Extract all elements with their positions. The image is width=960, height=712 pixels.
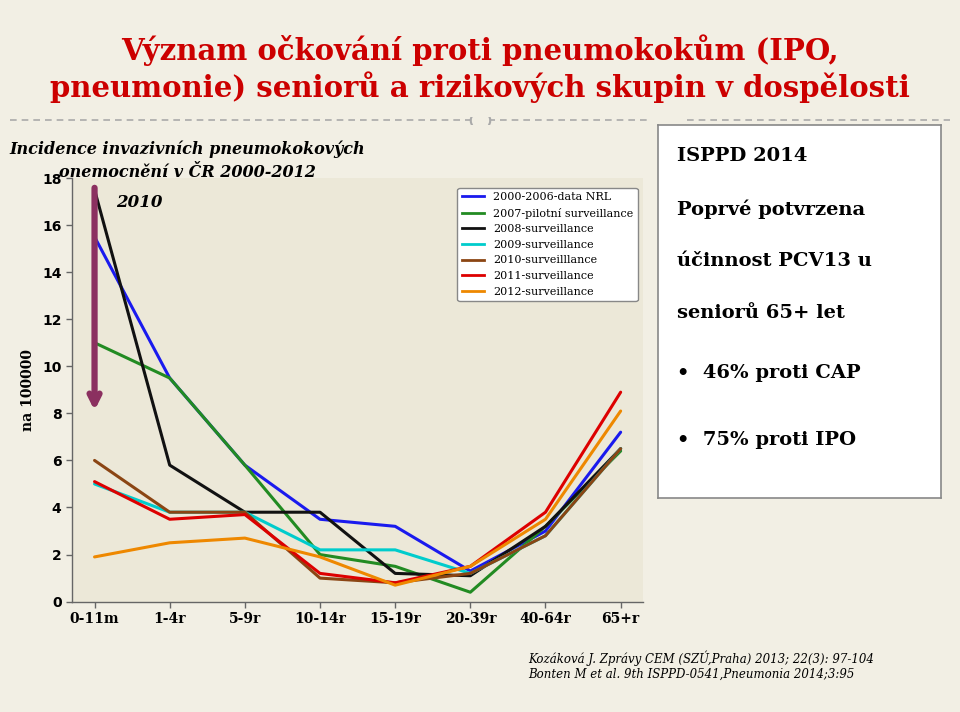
Text: účinnost PCV13 u: účinnost PCV13 u <box>678 252 873 270</box>
Text: seniorů 65+ let: seniorů 65+ let <box>678 304 846 322</box>
Text: Poprvé potvrzena: Poprvé potvrzena <box>678 199 866 219</box>
Text: pneumonie) seniorů a rizikových skupin v dospělosti: pneumonie) seniorů a rizikových skupin v… <box>50 71 910 103</box>
Text: Incidence invazivních pneumokokových: Incidence invazivních pneumokokových <box>10 141 365 158</box>
Text: •  46% proti CAP: • 46% proti CAP <box>678 364 861 382</box>
Text: ISPPD 2014: ISPPD 2014 <box>678 147 807 165</box>
Y-axis label: na 100000: na 100000 <box>21 349 36 431</box>
Text: Význam očkování proti pneumokokům (IPO,: Význam očkování proti pneumokokům (IPO, <box>121 34 839 66</box>
Legend: 2000-2006-data NRL, 2007-pilotní surveillance, 2008-surveillance, 2009-surveilla: 2000-2006-data NRL, 2007-pilotní surveil… <box>457 188 637 301</box>
Text: 2010: 2010 <box>115 194 162 211</box>
Text: Kozáková J. Zprávy CEM (SZÚ,Praha) 2013; 22(3): 97-104
Bonten M et al. 9th ISPPD: Kozáková J. Zprávy CEM (SZÚ,Praha) 2013;… <box>528 651 874 681</box>
Text: •  75% proti IPO: • 75% proti IPO <box>678 431 856 449</box>
Text: onemocnění v ČR 2000-2012: onemocnění v ČR 2000-2012 <box>59 164 316 181</box>
